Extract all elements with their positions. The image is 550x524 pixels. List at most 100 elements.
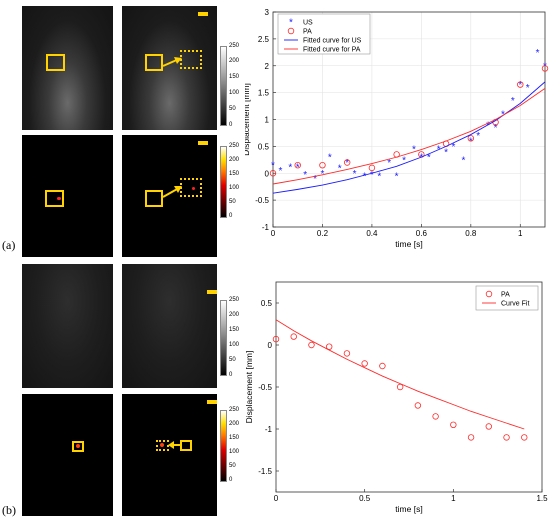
colorbar-tick: 250 <box>229 43 240 49</box>
x-tick-label: 0.8 <box>465 229 477 238</box>
data-point <box>343 159 351 166</box>
pa-image-b-right <box>122 394 217 516</box>
data-point: * <box>511 96 515 107</box>
y-tick-label: 0 <box>265 169 270 178</box>
data-point: * <box>387 158 391 169</box>
data-point <box>379 362 386 370</box>
scale-bar <box>207 400 217 404</box>
colorbar-tick: 250 <box>229 407 240 413</box>
pa-image-a-left <box>22 135 113 257</box>
data-point <box>521 434 528 441</box>
colorbar-tick: 100 <box>229 90 240 96</box>
legend-marker <box>485 290 493 298</box>
colorbar-tick: 200 <box>229 58 240 64</box>
fit-line <box>272 81 546 194</box>
y-tick-label: -1 <box>262 223 270 232</box>
scale-bar <box>198 12 208 16</box>
colorbar-ticks: 250 200 150 100 50 0 <box>229 407 249 485</box>
data-point <box>503 434 510 441</box>
speckle-texture <box>22 264 113 388</box>
data-point: * <box>370 170 374 181</box>
us-image-a-right <box>122 6 217 130</box>
data-point: * <box>303 170 307 181</box>
colorbar-hot-b <box>220 410 227 482</box>
x-tick-label: 1 <box>518 229 523 238</box>
us-image-b-left <box>22 264 113 388</box>
data-point: * <box>402 155 406 166</box>
us-image-b-right <box>122 264 217 388</box>
us-image-a-left <box>22 6 113 130</box>
x-tick-label: 0 <box>271 229 276 238</box>
data-point <box>294 161 301 169</box>
scale-bar <box>198 141 208 145</box>
data-point <box>517 81 524 88</box>
data-point <box>319 161 326 169</box>
colorbar-tick: 200 <box>229 421 240 427</box>
y-tick-label: 2 <box>265 62 270 71</box>
y-tick-label: 1 <box>265 116 270 125</box>
data-point: * <box>395 171 399 182</box>
arrow-icon <box>168 441 180 449</box>
y-tick-label: 2.5 <box>258 35 270 44</box>
data-point: * <box>412 145 416 156</box>
displacement-chart-a: 0 0.2 0.4 0.6 0.8 1 -1 -0.5 0 0.5 1 1.5 2 2.5 3 time [s… <box>245 8 549 249</box>
data-point <box>396 383 404 391</box>
data-point <box>485 423 492 430</box>
colorbar-ticks: 250 200 150 100 50 0 <box>229 43 249 129</box>
data-point <box>414 402 422 409</box>
data-point: * <box>452 142 456 153</box>
data-point: * <box>419 153 423 164</box>
pa-signal <box>57 197 61 200</box>
legend-label: PA <box>303 29 312 36</box>
colorbar-tick: 50 <box>229 106 236 112</box>
data-point: * <box>278 166 282 177</box>
colorbar-tick: 250 <box>229 297 240 303</box>
legend-label: Fitted curve for US <box>303 38 362 45</box>
data-point: * <box>313 174 317 185</box>
data-point: * <box>476 131 480 142</box>
data-point <box>343 350 351 357</box>
colorbar-tick: 0 <box>229 122 233 128</box>
data-point: * <box>494 123 498 134</box>
data-point: * <box>461 155 465 166</box>
data-point: * <box>353 169 357 180</box>
fit-line <box>272 87 546 185</box>
colorbar-tick: 100 <box>229 449 240 455</box>
data-point: * <box>444 147 448 158</box>
x-axis-label: time [s] <box>395 504 422 514</box>
colorbar-tick: 150 <box>229 435 240 441</box>
data-point: * <box>377 171 381 182</box>
legend-label: PA <box>501 292 510 299</box>
legend-marker <box>287 27 295 35</box>
data-point <box>467 135 475 142</box>
roi-box <box>46 54 65 71</box>
x-tick-label: 0.4 <box>366 229 378 238</box>
displacement-chart-b: 0 0.5 1 1.5 -1.5 -1 -0.5 0 0.5 time [s] Displaceme… <box>245 281 548 514</box>
data-point: * <box>345 158 349 169</box>
speckle-texture <box>122 6 217 130</box>
roi-box <box>145 190 163 207</box>
legend-marker: * <box>289 18 293 29</box>
data-point <box>325 343 333 350</box>
colorbar-tick: 0 <box>229 213 233 219</box>
zoom-box-dotted <box>180 50 202 69</box>
x-tick-label: 0.5 <box>359 494 371 503</box>
data-point: * <box>338 163 342 174</box>
colorbar-tick: 50 <box>229 357 236 363</box>
x-tick-label: 0.6 <box>416 229 428 238</box>
roi-box <box>180 440 192 451</box>
y-tick-label: 0.5 <box>261 299 273 308</box>
data-point: * <box>536 48 540 59</box>
colorbar-tick: 100 <box>229 342 240 348</box>
legend-label: Fitted curve for PA <box>303 47 361 54</box>
colorbar-ticks: 250 200 150 100 50 0 <box>229 297 249 379</box>
data-point <box>308 341 315 349</box>
data-point: * <box>469 137 473 148</box>
colorbar-gray-a <box>220 46 227 126</box>
data-point: * <box>271 161 275 172</box>
data-point: * <box>427 153 431 164</box>
colorbar-tick: 0 <box>229 372 233 378</box>
pa-signal <box>76 444 80 448</box>
x-tick-label: 0 <box>274 494 279 503</box>
arrow-icon <box>162 186 182 198</box>
